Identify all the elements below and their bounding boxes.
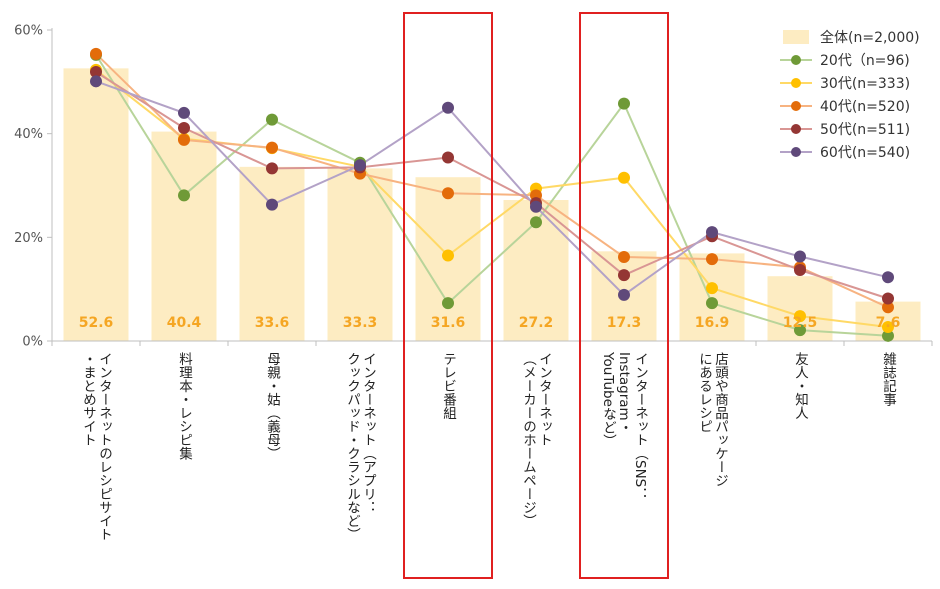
category-label-line: YouTubeなど） bbox=[600, 351, 617, 447]
series-4-point-7 bbox=[618, 269, 630, 282]
category-label-9: 友人・知人 bbox=[792, 352, 809, 420]
category-label-line: クックパッド・クラシルなど） bbox=[344, 352, 361, 541]
legend-label-5: 60代(n=540) bbox=[820, 145, 910, 161]
series-5-point-7 bbox=[618, 288, 630, 301]
series-4-point-5 bbox=[442, 151, 454, 164]
category-label-line: 友人・知人 bbox=[792, 352, 809, 420]
highlight-boxes bbox=[403, 12, 669, 579]
legend-label-1: 20代（n=96) bbox=[820, 53, 910, 69]
series-4-point-1 bbox=[90, 65, 102, 78]
series-5-point-5 bbox=[442, 101, 454, 114]
series-5-point-8 bbox=[706, 226, 718, 239]
series-5-point-10 bbox=[882, 271, 894, 284]
category-label-10: 雑誌記事 bbox=[880, 352, 897, 407]
series-2-point-9 bbox=[794, 310, 806, 323]
category-label-2: 料理本・レシピ集 bbox=[176, 352, 193, 461]
category-labels: インターネットのレシピサイト・まとめサイト 料理本・レシピ集 母親・姑（義母） インタ… bbox=[80, 351, 897, 541]
legend-label-bar: 全体(n=2,000) bbox=[820, 29, 920, 46]
data-label-8: 16.9 bbox=[695, 315, 730, 331]
series-1-point-2 bbox=[178, 189, 190, 202]
data-label-1: 52.6 bbox=[79, 315, 114, 331]
series-1-point-6 bbox=[530, 216, 542, 229]
legend-label-4: 50代(n=511) bbox=[820, 122, 910, 138]
series-3-point-10 bbox=[882, 301, 894, 314]
series-3-point-8 bbox=[706, 253, 718, 266]
series-5-point-3 bbox=[266, 198, 278, 211]
data-label-6: 27.2 bbox=[519, 315, 554, 331]
data-label-9: 12.5 bbox=[783, 315, 818, 331]
series-5-point-4 bbox=[354, 159, 366, 172]
category-label-line: インターネット bbox=[536, 352, 552, 447]
category-label-line: インターネット（アプリ： bbox=[360, 352, 377, 514]
bar-2 bbox=[151, 131, 217, 341]
data-labels: 52.6 40.4 33.6 33.3 31.6 27.2 17.3 16.9 12.5 7.6 bbox=[79, 315, 901, 331]
data-label-10: 7.6 bbox=[876, 315, 901, 331]
category-label-5: テレビ番組 bbox=[440, 352, 457, 420]
series-1-point-8 bbox=[706, 297, 718, 310]
category-label-line: （メーカーのホームページ） bbox=[520, 352, 537, 528]
category-label-1: インターネットのレシピサイト・まとめサイト bbox=[80, 352, 112, 541]
category-label-line: インターネット（SNS： bbox=[632, 352, 649, 501]
legend-marker-4 bbox=[791, 124, 801, 134]
series-3-point-5 bbox=[442, 187, 454, 200]
series-5-point-1 bbox=[90, 75, 102, 88]
category-label-line: 店頭や商品パッケージ bbox=[712, 352, 729, 487]
category-label-4: インターネット（アプリ：クックパッド・クラシルなど） bbox=[344, 352, 377, 541]
category-label-line: にあるレシピ bbox=[696, 352, 712, 433]
data-label-5: 31.6 bbox=[431, 315, 466, 331]
series-2-point-7 bbox=[618, 171, 630, 184]
highlight-box-5 bbox=[403, 12, 493, 579]
series-2-point-5 bbox=[442, 249, 454, 262]
legend-label-2: 30代(n=333) bbox=[820, 76, 910, 92]
category-label-line: 料理本・レシピ集 bbox=[176, 352, 193, 461]
data-label-4: 33.3 bbox=[343, 315, 378, 331]
legend-marker-3 bbox=[791, 101, 801, 111]
legend: 全体(n=2,000) 20代（n=96) 30代(n=333) 40代(n=520)… bbox=[780, 29, 920, 161]
series-4-point-3 bbox=[266, 162, 278, 175]
series-1-point-10 bbox=[882, 329, 894, 342]
legend-swatch-bar bbox=[783, 30, 809, 44]
series-3-point-3 bbox=[266, 141, 278, 154]
category-label-line: Instagram・ bbox=[616, 352, 632, 434]
series-4-point-10 bbox=[882, 292, 894, 305]
bar-1 bbox=[63, 68, 129, 342]
series-2-point-8 bbox=[706, 282, 718, 295]
category-label-6: インターネット（メーカーのホームページ） bbox=[520, 352, 552, 528]
data-label-3: 33.6 bbox=[255, 315, 290, 331]
legend-marker-2 bbox=[791, 78, 801, 88]
series-1-point-5 bbox=[442, 297, 454, 310]
legend-label-3: 40代(n=520) bbox=[820, 99, 910, 115]
category-label-line: テレビ番組 bbox=[440, 352, 457, 420]
series-5-point-6 bbox=[530, 200, 542, 213]
legend-marker-5 bbox=[791, 147, 801, 157]
category-label-7: インターネット（SNS：Instagram・YouTubeなど） bbox=[600, 351, 649, 501]
series-1-point-7 bbox=[618, 97, 630, 110]
series-1-point-3 bbox=[266, 113, 278, 126]
category-label-line: インターネットのレシピサイト bbox=[96, 352, 112, 541]
series-3-point-1 bbox=[90, 47, 102, 60]
category-label-line: ・まとめサイト bbox=[80, 352, 96, 447]
series-4-point-9 bbox=[794, 263, 806, 276]
y-tick-label: 0% bbox=[22, 335, 43, 350]
series-2-point-10 bbox=[882, 321, 894, 334]
y-tick-label: 40% bbox=[14, 127, 43, 142]
series-3-point-7 bbox=[618, 251, 630, 264]
category-label-3: 母親・姑（義母） bbox=[264, 352, 281, 460]
data-label-7: 17.3 bbox=[607, 315, 642, 331]
y-tick-label: 20% bbox=[14, 231, 43, 246]
category-label-line: 雑誌記事 bbox=[880, 352, 897, 407]
series-3-point-2 bbox=[178, 133, 190, 146]
series-5-point-9 bbox=[794, 250, 806, 263]
series-4-point-2 bbox=[178, 121, 190, 134]
y-tick-label: 60% bbox=[14, 24, 43, 39]
data-label-2: 40.4 bbox=[167, 315, 202, 331]
legend-marker-1 bbox=[791, 55, 801, 65]
series-5-point-2 bbox=[178, 106, 190, 119]
series-1-point-9 bbox=[794, 324, 806, 337]
category-label-line: 母親・姑（義母） bbox=[264, 352, 281, 460]
highlight-box-7 bbox=[579, 12, 669, 579]
